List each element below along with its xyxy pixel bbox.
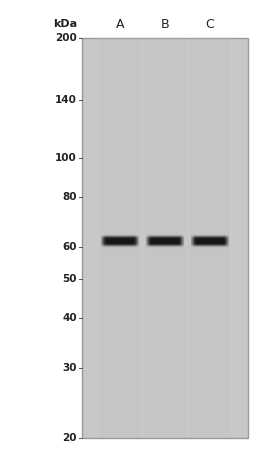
Text: 60: 60 [62,242,77,252]
Text: 200: 200 [55,33,77,43]
Text: A: A [116,18,124,30]
Bar [145,38,185,438]
Text: C: C [206,18,214,30]
Bar [190,38,230,438]
Text: 20: 20 [62,433,77,443]
Text: 30: 30 [62,363,77,373]
Bar [100,38,140,438]
Text: 40: 40 [62,313,77,323]
Text: 50: 50 [62,274,77,284]
Text: 140: 140 [55,95,77,105]
Text: 100: 100 [55,153,77,163]
Bar [82,38,248,438]
Text: B: B [161,18,169,30]
Text: kDa: kDa [53,19,77,29]
Text: 80: 80 [62,192,77,202]
